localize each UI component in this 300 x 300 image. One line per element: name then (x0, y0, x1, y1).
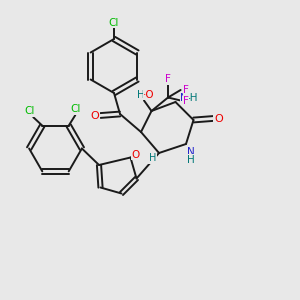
Text: O: O (132, 149, 140, 160)
Text: F: F (183, 85, 189, 95)
Text: Cl: Cl (25, 106, 35, 116)
Text: ·O: ·O (143, 89, 155, 100)
Text: O: O (214, 113, 223, 124)
Text: N: N (180, 93, 188, 103)
Text: H: H (149, 153, 156, 164)
Text: O: O (91, 110, 100, 121)
Text: -H: -H (186, 93, 198, 103)
Text: Cl: Cl (109, 17, 119, 28)
Text: Cl: Cl (70, 104, 80, 114)
Text: F: F (183, 95, 189, 106)
Text: N: N (187, 147, 194, 158)
Text: H: H (187, 154, 194, 165)
Text: H: H (137, 89, 145, 100)
Text: F: F (165, 74, 171, 85)
